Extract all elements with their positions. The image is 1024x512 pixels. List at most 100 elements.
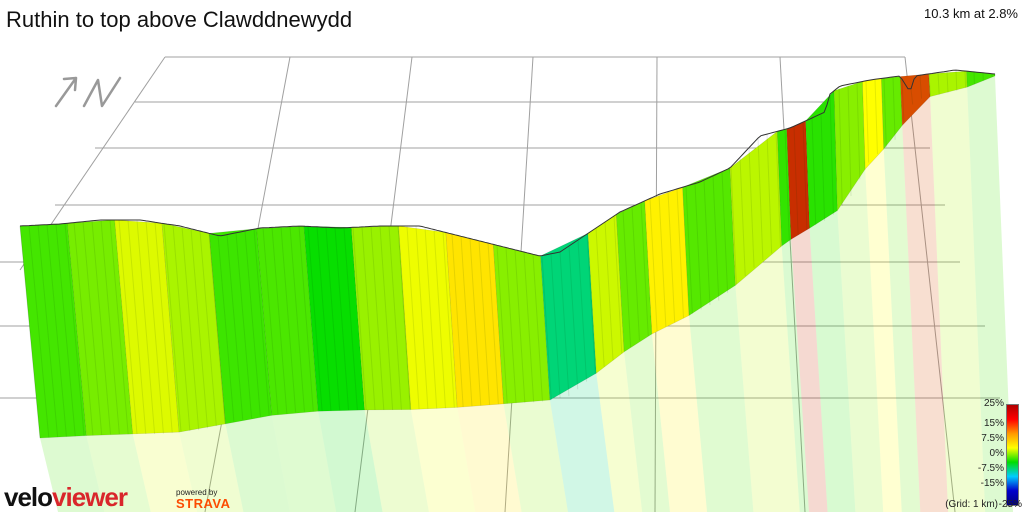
profile-stripe xyxy=(721,171,729,293)
profile-segment xyxy=(644,186,690,335)
reflection-segment xyxy=(781,239,810,512)
profile-stripe xyxy=(694,183,702,310)
profile-stripe xyxy=(352,227,367,411)
profile-stripe xyxy=(208,233,226,425)
profile-wall xyxy=(19,70,996,439)
profile-stripe xyxy=(163,223,182,432)
reflection-segment xyxy=(883,125,921,512)
profile-stripe xyxy=(289,226,305,412)
reflection-segment xyxy=(457,403,522,512)
reflection-segment xyxy=(930,87,986,512)
profile-stripe xyxy=(919,75,923,99)
profile-stripe xyxy=(244,230,261,417)
legend-tick: 25% xyxy=(983,398,1004,409)
profile-stripe xyxy=(298,226,314,412)
profile-stripe xyxy=(856,82,861,180)
reflection-segment xyxy=(40,435,105,512)
profile-stripe xyxy=(811,117,817,226)
profile-stripe xyxy=(712,175,720,301)
profile-stripe xyxy=(118,219,138,435)
reflection-segment xyxy=(271,411,337,512)
profile-stripe xyxy=(433,229,447,409)
profile-stripe xyxy=(649,198,658,332)
profile-stripe xyxy=(739,157,746,277)
profile-stripe xyxy=(469,238,482,406)
profile-stripe xyxy=(307,226,323,412)
reflection-segment xyxy=(735,246,800,512)
legend-tick: 0% xyxy=(989,448,1004,459)
profile-reflection xyxy=(40,76,1013,512)
profile-stripe xyxy=(172,224,191,432)
profile-segment xyxy=(805,90,838,229)
profile-stripe xyxy=(847,84,852,197)
profile-stripe xyxy=(190,228,208,429)
profile-stripe xyxy=(838,86,843,206)
reflection-segment xyxy=(809,210,856,512)
profile-stripe xyxy=(487,242,499,405)
profile-stripe xyxy=(109,219,129,435)
profile-stripe xyxy=(361,226,376,411)
profile-stripe xyxy=(325,227,341,411)
profile-stripe xyxy=(685,186,693,314)
profile-top-outline xyxy=(19,69,996,257)
profile-stripe xyxy=(100,219,120,435)
profile-stripe xyxy=(802,122,808,230)
profile-stripe xyxy=(820,113,826,221)
profile-stripe xyxy=(262,227,279,415)
profile-stripe xyxy=(505,247,517,404)
profile-stripe xyxy=(451,233,464,407)
legend-color-bar xyxy=(1006,404,1019,506)
reflection-segment xyxy=(179,423,244,512)
profile-stripe xyxy=(532,254,543,402)
reflection-segment xyxy=(410,407,476,512)
profile-stripe xyxy=(64,223,85,436)
reflection-segment xyxy=(132,432,198,512)
profile-stripe xyxy=(334,227,350,411)
profile-stripe xyxy=(280,226,297,413)
profile-stripe xyxy=(658,194,667,328)
profile-stripe xyxy=(343,227,358,411)
profile-stripe xyxy=(154,222,173,433)
reflection-segment xyxy=(86,434,151,512)
profile-stripe xyxy=(793,126,799,236)
profile-stripe xyxy=(964,70,967,88)
profile-stripe xyxy=(415,225,429,409)
profile-stripe xyxy=(271,227,288,414)
profile-stripe xyxy=(568,245,579,390)
grid-line xyxy=(904,56,956,512)
profile-stripe xyxy=(541,255,552,400)
profile-stripe xyxy=(910,88,914,105)
profile-stripe xyxy=(514,249,526,403)
reflection-segment xyxy=(791,228,828,512)
profile-stripe xyxy=(595,227,605,367)
profile-stripe xyxy=(136,219,156,435)
profile-stripe xyxy=(937,72,940,95)
profile-stripe xyxy=(370,226,385,411)
profile-stripe xyxy=(253,229,270,416)
profile-stripe xyxy=(523,251,535,403)
profile-stripe xyxy=(775,131,781,247)
profile-stripe xyxy=(550,253,561,399)
reflection-segment xyxy=(902,96,949,512)
profile-stripe xyxy=(379,225,394,411)
profile-stripe xyxy=(703,180,711,306)
veloviewer-logo: veloviewer xyxy=(4,484,128,510)
profile-stripe xyxy=(766,134,773,254)
profile-stripe xyxy=(631,206,640,341)
profile-stripe xyxy=(955,70,958,91)
profile-stripe xyxy=(757,138,764,260)
north-arrow-icon xyxy=(54,76,122,108)
reflection-segment xyxy=(318,410,383,512)
powered-by-strava: powered by STRAVA xyxy=(176,487,231,510)
profile-stripe xyxy=(928,73,931,97)
profile-stripe xyxy=(28,225,50,438)
route-summary: 10.3 km at 2.8% xyxy=(924,6,1018,21)
profile-stripe xyxy=(946,71,949,93)
powered-by-label: powered by xyxy=(176,488,218,497)
profile-stripe xyxy=(460,236,473,407)
profile-stripe xyxy=(91,220,112,435)
profile-stripe xyxy=(748,147,755,268)
profile-stripe xyxy=(784,129,790,241)
legend-ticks: 25% 15% 7.5% 0% -7.5% -15% xyxy=(944,398,1004,490)
